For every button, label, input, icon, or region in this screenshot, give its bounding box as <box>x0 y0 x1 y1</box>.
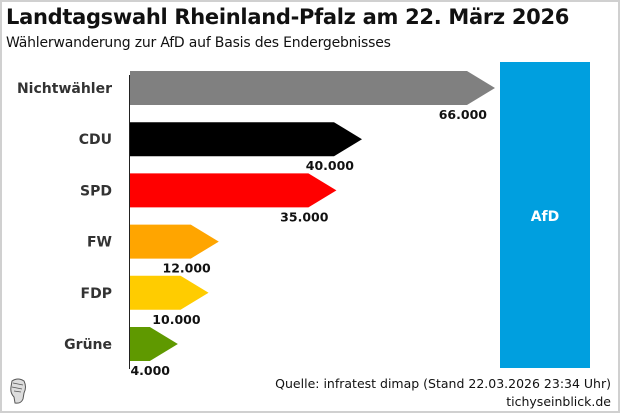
category-label: Nichtwähler <box>17 81 112 97</box>
afd-label: AfD <box>531 209 560 225</box>
value-label: 4.000 <box>130 363 170 378</box>
bar-nichtwähler <box>130 71 495 105</box>
bar-fdp <box>130 275 209 310</box>
value-label: 40.000 <box>306 158 355 173</box>
value-label: 10.000 <box>152 312 201 327</box>
category-label: SPD <box>80 183 112 199</box>
bar-grüne <box>130 327 178 361</box>
chart-subtitle: Wählerwanderung zur AfD auf Basis des En… <box>6 35 391 51</box>
category-label: FDP <box>81 286 112 302</box>
source-note: Quelle: infratest dimap (Stand 22.03.202… <box>275 375 611 411</box>
chart-title: Landtagswahl Rheinland-Pfalz am 22. März… <box>6 5 570 29</box>
value-label: 12.000 <box>163 261 212 276</box>
value-label: 35.000 <box>280 209 329 224</box>
category-label: Grüne <box>64 337 112 353</box>
bar-cdu <box>130 122 362 157</box>
bar-spd <box>130 173 337 208</box>
category-label: FW <box>87 235 112 251</box>
source-text: Quelle: infratest dimap (Stand 22.03.202… <box>275 376 611 391</box>
bar-fw <box>130 224 219 259</box>
value-label: 66.000 <box>439 107 488 122</box>
logo-head-icon <box>10 378 26 404</box>
site-link[interactable]: tichyseinblick.de <box>506 394 611 409</box>
afd-target-box <box>500 62 590 368</box>
category-label: CDU <box>79 132 112 148</box>
